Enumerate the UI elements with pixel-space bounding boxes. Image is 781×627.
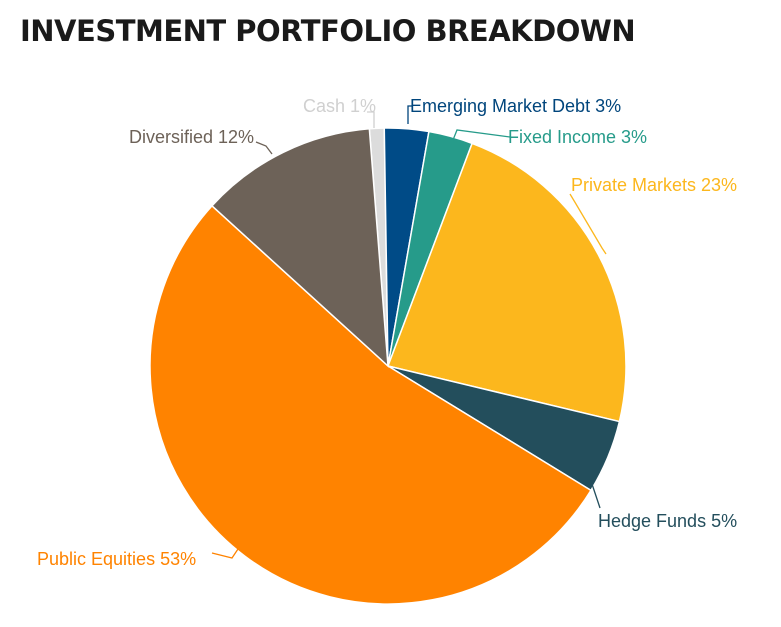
slice-label-fixed-income: Fixed Income 3% [508, 127, 647, 147]
label-connector-diversified [255, 141, 273, 155]
label-connector-emerging-market-debt [407, 105, 412, 124]
label-connector-cash [367, 111, 375, 128]
slice-label-public-equities: Public Equities 53% [37, 549, 196, 569]
label-connector-public-equities [211, 545, 241, 559]
chart-title: INVESTMENT PORTFOLIO BREAKDOWN [20, 14, 636, 48]
slice-label-emerging-market-debt: Emerging Market Debt 3% [410, 96, 621, 116]
slice-label-private-markets: Private Markets 23% [571, 175, 737, 195]
pie-slice-diversified [210, 127, 389, 368]
pie-slice-private-markets [386, 142, 627, 423]
label-connector-fixed-income [452, 129, 511, 141]
label-connector-private-markets [569, 193, 607, 255]
slice-label-diversified: Diversified 12% [129, 127, 254, 147]
label-connector-hedge-funds [589, 467, 601, 509]
slice-label-cash: Cash 1% [303, 96, 376, 116]
slice-label-hedge-funds: Hedge Funds 5% [598, 511, 737, 531]
pie-slice-public-equities [149, 204, 592, 605]
